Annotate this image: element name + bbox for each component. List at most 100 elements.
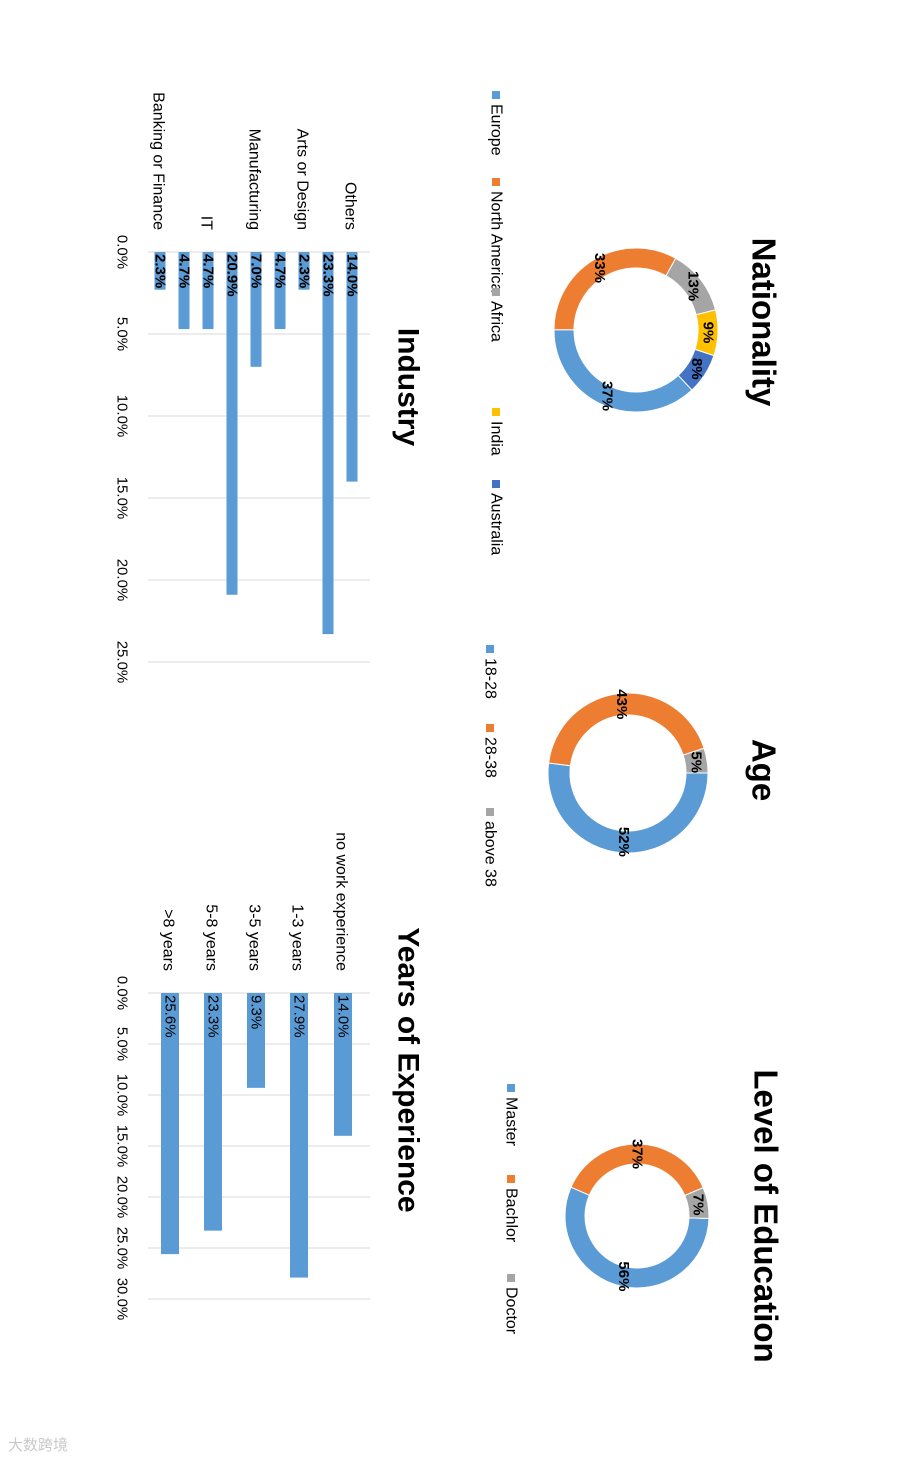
education-legend-label: Master: [503, 1097, 520, 1147]
age-slice: [682, 747, 709, 774]
nationality-legend-swatch: [492, 480, 500, 488]
nationality-data-label: 9%: [699, 322, 716, 344]
age-legend-label: 28-38: [482, 737, 499, 778]
education-data-label: 7%: [689, 1194, 706, 1216]
experience-tick-label: 0.0%: [114, 976, 131, 1010]
experience-tick-label: 10.0%: [114, 1074, 131, 1117]
education-chart: Level of Education 56% 37% 7% Master Bachlor D…: [503, 1069, 785, 1362]
industry-category-label: Arts or Design: [294, 129, 311, 230]
experience-bar: [290, 993, 308, 1278]
education-data-label: 56%: [615, 1261, 632, 1291]
industry-data-label: 14.0%: [344, 254, 361, 297]
industry-bar: [298, 252, 310, 290]
industry-data-label: 4.7%: [272, 254, 289, 288]
nationality-slice: [677, 348, 715, 391]
industry-category-label: Banking or Finance: [150, 92, 167, 230]
nationality-legend-label: India: [488, 421, 505, 456]
experience-bar: [334, 993, 352, 1136]
nationality-title: Nationality: [746, 238, 783, 407]
experience-data-label: 14.0%: [335, 995, 352, 1038]
industry-bar: [202, 252, 214, 330]
nationality-legend-label: Africa: [488, 301, 505, 342]
industry-chart: Industry 0.0% 5.0% 10.0% 15.0% 20.0% 25.0% 14.0…: [114, 92, 425, 683]
nationality-slice: [553, 247, 677, 331]
nationality-data-label: 13%: [685, 271, 702, 301]
experience-category-label: no work experience: [333, 832, 350, 971]
experience-category-label: 1-3 years: [289, 904, 306, 971]
industry-bar: [274, 252, 286, 330]
experience-title: Years of Experience: [392, 927, 425, 1212]
industry-tick-label: 10.0%: [114, 395, 131, 438]
industry-data-label: 2.3%: [296, 254, 313, 288]
industry-tick-label: 0.0%: [114, 235, 131, 269]
education-slice: [684, 1186, 710, 1220]
industry-tick-label: 15.0%: [114, 477, 131, 520]
education-slice: [564, 1186, 710, 1289]
industry-bar: [226, 252, 238, 595]
industry-title: Industry: [392, 328, 425, 447]
experience-tick-label: 25.0%: [114, 1227, 131, 1270]
age-slice: [547, 762, 709, 854]
age-legend-label: 18-28: [482, 658, 499, 699]
age-legend-swatch: [486, 808, 494, 816]
nationality-chart: Nationality 37% 33% 13% 9% 8% Europe North Amer…: [488, 91, 783, 555]
nationality-legend-swatch: [492, 91, 500, 99]
nationality-data-label: 33%: [591, 253, 608, 283]
industry-category-label: Others: [342, 182, 359, 230]
experience-tick-label: 15.0%: [114, 1125, 131, 1168]
industry-bar: [346, 252, 358, 482]
age-data-label: 43%: [613, 689, 630, 719]
education-legend-label: Doctor: [503, 1287, 520, 1335]
industry-bar: [322, 252, 334, 635]
industry-data-label: 2.3%: [152, 254, 169, 288]
industry-data-label: 4.7%: [200, 254, 217, 288]
experience-data-label: 23.3%: [205, 995, 222, 1038]
industry-data-label: 4.7%: [176, 254, 193, 288]
experience-bar: [161, 993, 179, 1255]
education-legend-swatch: [507, 1084, 515, 1092]
nationality-legend-swatch: [492, 288, 500, 296]
nationality-legend-label: North America: [488, 191, 505, 292]
education-data-label: 37%: [629, 1139, 646, 1169]
experience-tick-label: 20.0%: [114, 1176, 131, 1219]
nationality-data-label: 8%: [688, 358, 705, 380]
age-legend-swatch: [486, 645, 494, 653]
experience-chart: Years of Experience 0.0% 5.0% 10.0% 15.0% 20.…: [114, 832, 425, 1320]
education-legend-label: Bachlor: [503, 1188, 520, 1243]
experience-data-label: 9.3%: [248, 995, 265, 1029]
nationality-legend-label: Australia: [488, 493, 505, 555]
industry-data-label: 20.9%: [224, 254, 241, 297]
age-title: Age: [746, 739, 783, 801]
industry-bar: [154, 252, 166, 290]
age-legend-label: above 38: [482, 821, 499, 887]
experience-category-label: 5-8 years: [203, 904, 220, 971]
watermark-text: 大数跨境: [8, 1436, 69, 1454]
education-legend-swatch: [507, 1175, 515, 1183]
experience-category-label: 3-5 years: [246, 904, 263, 971]
experience-tick-label: 5.0%: [114, 1027, 131, 1061]
nationality-legend-swatch: [492, 408, 500, 416]
industry-category-label: IT: [198, 216, 215, 230]
industry-tick-label: 25.0%: [114, 641, 131, 684]
experience-bar: [204, 993, 222, 1231]
experience-category-label: >8 years: [160, 909, 177, 971]
age-chart: Age 52% 43% 5% 18-28 28-38 above 38: [482, 645, 783, 887]
age-data-label: 52%: [615, 827, 632, 857]
education-legend-swatch: [507, 1274, 515, 1282]
industry-category-label: Manufacturing: [246, 129, 263, 230]
industry-tick-label: 5.0%: [114, 317, 131, 351]
experience-tick-label: 30.0%: [114, 1278, 131, 1321]
industry-tick-label: 20.0%: [114, 559, 131, 602]
age-data-label: 5%: [688, 751, 705, 773]
nationality-data-label: 37%: [599, 381, 616, 411]
nationality-legend-swatch: [492, 178, 500, 186]
industry-data-label: 23.3%: [320, 254, 337, 297]
education-title: Level of Education: [748, 1069, 785, 1362]
industry-bar: [250, 252, 262, 367]
experience-data-label: 27.9%: [291, 995, 308, 1038]
experience-data-label: 25.6%: [162, 995, 179, 1038]
industry-bar: [178, 252, 190, 330]
nationality-slice: [553, 329, 693, 413]
industry-data-label: 7.0%: [248, 254, 265, 288]
